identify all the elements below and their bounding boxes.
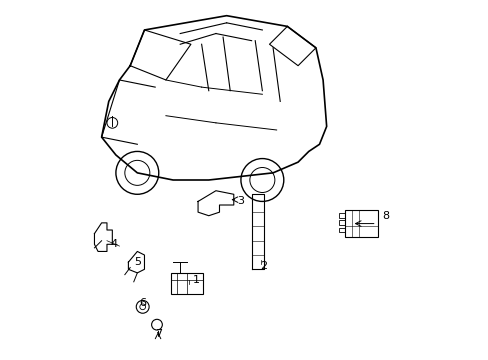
Text: 4: 4 bbox=[110, 239, 118, 249]
Text: 3: 3 bbox=[237, 197, 244, 206]
Text: 8: 8 bbox=[381, 211, 388, 221]
Text: 1: 1 bbox=[192, 275, 200, 285]
Text: 7: 7 bbox=[155, 329, 162, 339]
Text: 2: 2 bbox=[260, 261, 267, 271]
Text: 5: 5 bbox=[134, 257, 141, 267]
Text: 6: 6 bbox=[139, 298, 146, 308]
